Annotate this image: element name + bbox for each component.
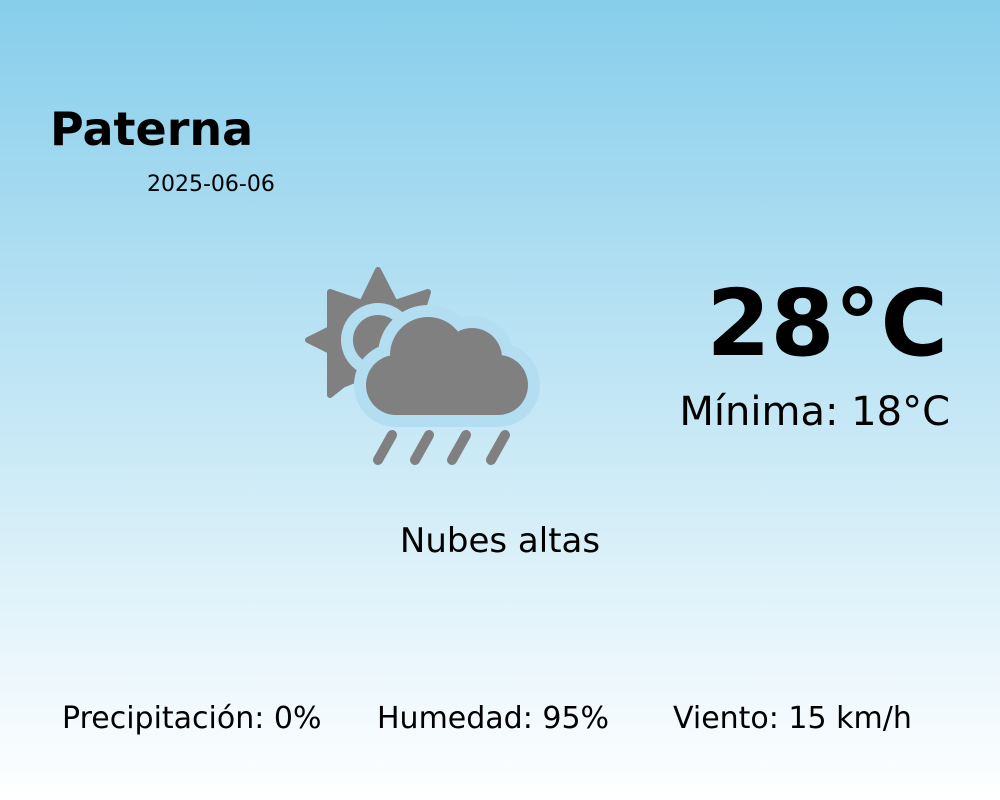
wind-stat: Viento: 15 km/h — [673, 701, 912, 736]
weather-description: Nubes altas — [399, 521, 601, 561]
sun-cloud-rain-icon — [290, 250, 550, 483]
forecast-date: 2025-06-06 — [147, 172, 275, 197]
precipitation-stat: Precipitación: 0% — [62, 701, 322, 736]
minimum-temperature: Mínima: 18°C — [679, 389, 950, 435]
city-name: Paterna — [50, 102, 254, 156]
current-temperature: 28°C — [706, 270, 948, 377]
humidity-stat: Humedad: 95% — [377, 701, 610, 736]
